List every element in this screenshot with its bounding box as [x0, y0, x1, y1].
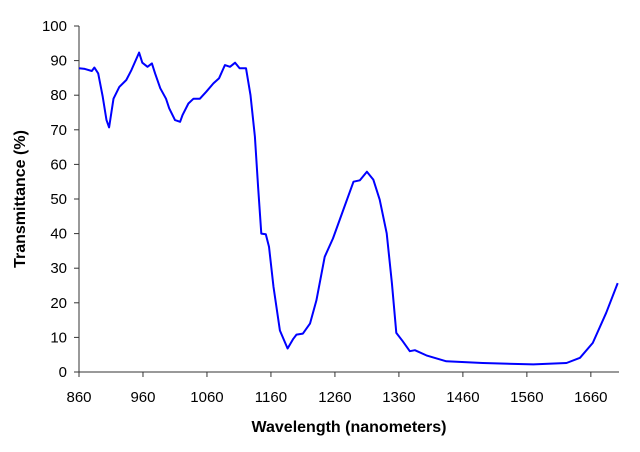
y-tick-label: 100 — [42, 18, 67, 35]
x-axis-ticks: 860 960 1060 1160 1260 1360 1460 1560 1660 — [66, 372, 608, 406]
y-tick-label: 50 — [50, 191, 67, 208]
series-line — [78, 51, 619, 366]
y-tick-label: 20 — [50, 295, 67, 312]
y-tick-label: 60 — [50, 156, 67, 173]
x-tick-label: 1160 — [255, 389, 287, 406]
y-tick-label: 30 — [50, 260, 67, 277]
y-tick-label: 80 — [50, 87, 67, 104]
x-axis-label: Wavelength (nanometers) — [252, 419, 447, 436]
x-tick-label: 860 — [66, 389, 91, 406]
y-axis-ticks: 0 10 20 30 40 50 60 70 80 90 100 — [42, 18, 79, 381]
x-tick-label: 1360 — [382, 389, 415, 406]
y-tick-label: 10 — [50, 329, 67, 346]
x-tick-label: 1060 — [190, 389, 223, 406]
x-tick-label: 1560 — [510, 389, 543, 406]
x-tick-label: 1660 — [574, 389, 607, 406]
x-tick-label: 960 — [130, 389, 155, 406]
y-tick-label: 70 — [50, 122, 67, 139]
x-tick-label: 1460 — [446, 389, 479, 406]
y-tick-label: 90 — [50, 53, 67, 70]
x-tick-label: 1260 — [318, 389, 351, 406]
y-tick-label: 0 — [59, 364, 67, 381]
y-tick-label: 40 — [50, 226, 67, 243]
y-axis-label: Transmittance (%) — [12, 130, 29, 268]
